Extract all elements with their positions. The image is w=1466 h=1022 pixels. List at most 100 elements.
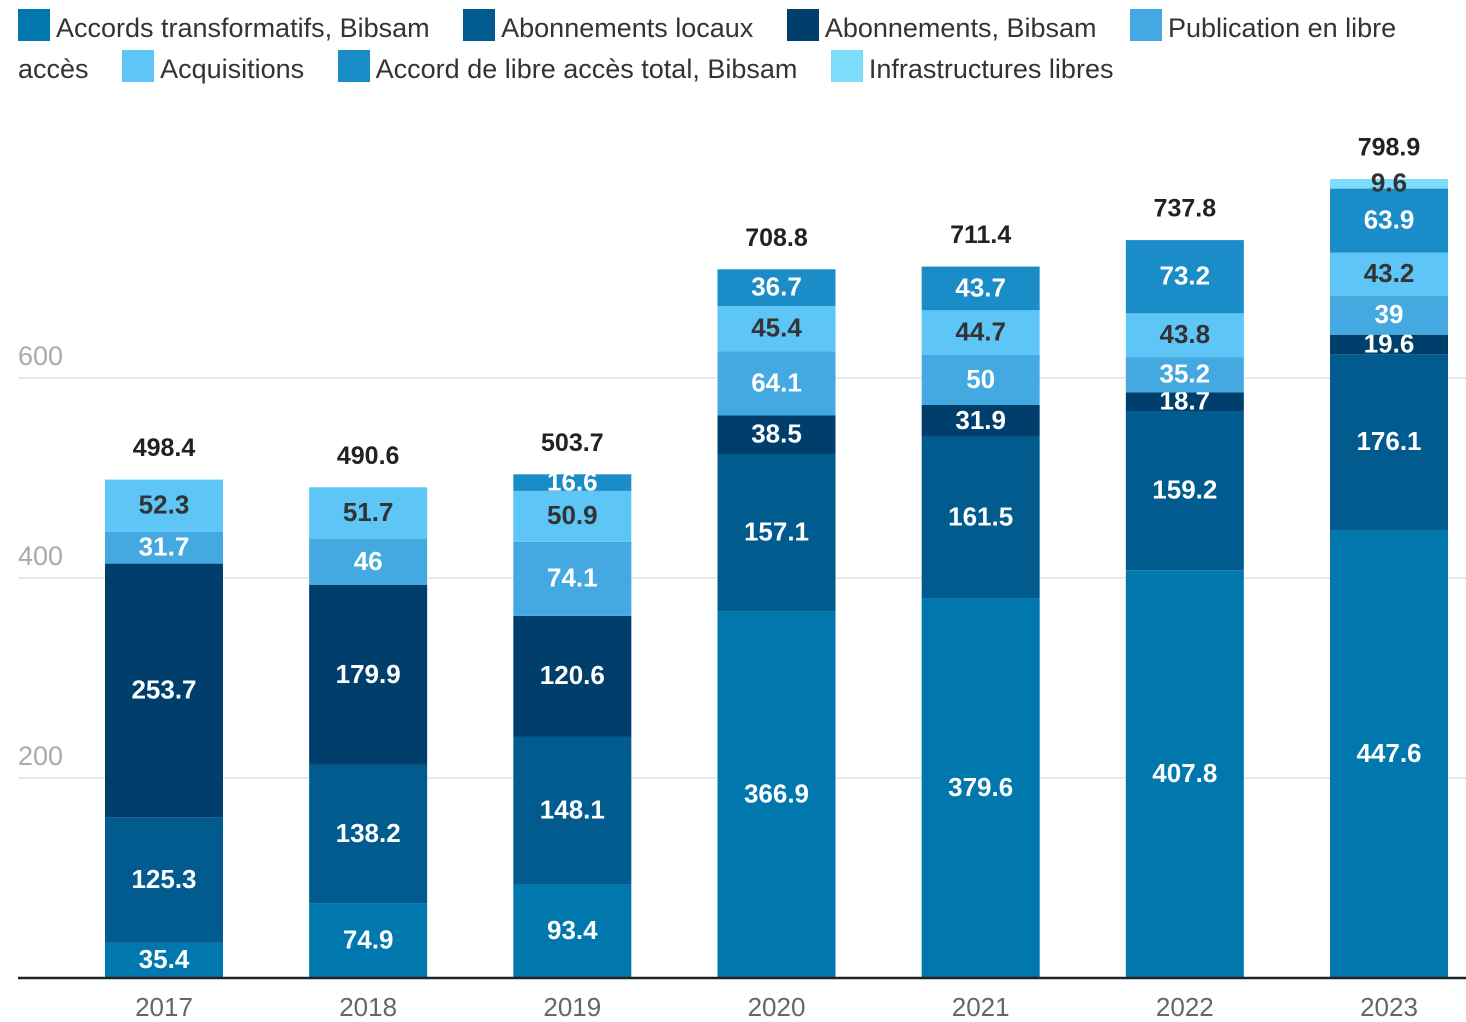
- value-label: 50: [966, 364, 995, 394]
- bar-segment: [104, 817, 223, 943]
- value-label: 93.4: [547, 915, 598, 945]
- bar-segment: [104, 942, 223, 978]
- legend: Accords transformatifs, Bibsam Abonnemen…: [18, 8, 1458, 90]
- value-label: 157.1: [744, 516, 809, 546]
- value-label: 9.6: [1371, 168, 1407, 198]
- value-label: 63.9: [1364, 204, 1415, 234]
- value-label: 44.7: [955, 317, 1006, 347]
- bar-segment: [1330, 252, 1449, 296]
- legend-label: Infrastructures libres: [868, 54, 1114, 84]
- value-label: 52.3: [139, 490, 190, 520]
- value-label: 253.7: [131, 674, 196, 704]
- total-label: 490.6: [337, 442, 400, 470]
- bar-segment: [513, 541, 632, 616]
- value-label: 50.9: [547, 500, 598, 530]
- legend-label: Abonnements locaux: [501, 13, 754, 43]
- bar-segment: [104, 479, 223, 532]
- legend-swatch: [786, 9, 819, 41]
- value-label: 161.5: [948, 502, 1013, 532]
- legend-swatch: [1130, 9, 1162, 41]
- total-label: 711.4: [950, 221, 1011, 249]
- bar-segment: [309, 764, 428, 904]
- bar-segment: [921, 310, 1040, 355]
- value-label: 73.2: [1160, 261, 1211, 291]
- value-label: 31.9: [955, 405, 1006, 435]
- bar-segment: [104, 563, 223, 818]
- bar-segment: [921, 598, 1040, 978]
- value-label: 176.1: [1356, 426, 1421, 456]
- value-label: 43.8: [1160, 319, 1211, 349]
- value-label: 16.6: [547, 466, 598, 496]
- bar-segment: [921, 266, 1040, 311]
- bar-segment: [513, 615, 632, 737]
- x-tick-label: 2020: [748, 992, 806, 1022]
- legend-item: Infrastructures libres: [830, 50, 1114, 84]
- value-label: 39: [1375, 299, 1404, 329]
- value-label: 179.9: [336, 659, 401, 689]
- legend-item: Abonnements, Bibsam: [786, 9, 1097, 43]
- bar-segment: [1330, 188, 1449, 253]
- bar-segment: [717, 454, 836, 612]
- bar-segment: [1125, 411, 1244, 571]
- legend-item: Abonnements locaux: [463, 9, 754, 43]
- bar-segment: [1330, 334, 1449, 355]
- x-tick-label: 2021: [952, 992, 1010, 1022]
- bar-segment: [1330, 295, 1449, 335]
- legend-item: Accords transformatifs, Bibsam: [18, 9, 430, 43]
- value-label: 407.8: [1152, 758, 1217, 788]
- bar-segment: [104, 531, 223, 564]
- legend-label: Accords transformatifs, Bibsam: [56, 13, 430, 43]
- bar-segment: [309, 539, 428, 585]
- value-label: 51.7: [343, 497, 394, 527]
- bar-segment: [1330, 530, 1449, 978]
- bar-segment: [1125, 357, 1244, 393]
- value-label: 159.2: [1152, 474, 1217, 504]
- legend-label: Accord de libre accès total, Bibsam: [375, 54, 798, 84]
- bar-segment: [309, 487, 428, 539]
- legend-swatch: [337, 50, 370, 82]
- value-label: 125.3: [131, 864, 196, 894]
- total-label: 737.8: [1154, 195, 1217, 223]
- bar-segment: [309, 585, 428, 765]
- value-label: 379.6: [948, 772, 1013, 802]
- x-tick-label: 2022: [1156, 992, 1214, 1022]
- value-label: 36.7: [751, 272, 802, 302]
- legend-swatch: [18, 9, 50, 41]
- total-label: 798.9: [1358, 134, 1421, 162]
- legend-label: Abonnements, Bibsam: [824, 13, 1097, 43]
- bar-segment: [717, 351, 836, 416]
- x-tick-label: 2023: [1360, 992, 1418, 1022]
- legend-item: Publication en libre accès: [18, 9, 1396, 84]
- legend-item: Accord de libre accès total, Bibsam: [337, 50, 798, 84]
- value-label: 46: [354, 546, 383, 576]
- value-label: 120.6: [540, 660, 605, 690]
- x-tick-label: 2019: [543, 992, 601, 1022]
- y-tick-label: 200: [18, 741, 63, 771]
- bar-segment: [717, 611, 836, 978]
- bar-segment: [717, 269, 836, 306]
- value-label: 366.9: [744, 778, 809, 808]
- bar-segment: [1125, 570, 1244, 978]
- y-tick-label: 400: [18, 541, 63, 571]
- legend-item: Acquisitions: [122, 50, 305, 84]
- bar-segment: [1330, 179, 1449, 189]
- bar-segment: [513, 736, 632, 885]
- value-label: 447.6: [1356, 738, 1421, 768]
- value-label: 35.4: [139, 944, 190, 974]
- bar-segment: [921, 355, 1040, 405]
- bar-segment: [1125, 240, 1244, 314]
- value-label: 43.2: [1364, 258, 1415, 288]
- bar-segment: [309, 903, 428, 978]
- x-tick-label: 2018: [339, 992, 397, 1022]
- legend-swatch: [463, 9, 496, 41]
- bar-segment: [1125, 313, 1244, 358]
- legend-label: Acquisitions: [160, 54, 305, 84]
- total-label: 708.8: [745, 224, 808, 252]
- value-label: 64.1: [751, 367, 802, 397]
- bar-segment: [717, 306, 836, 352]
- value-label: 35.2: [1160, 359, 1211, 389]
- bar-segment: [513, 474, 632, 491]
- y-tick-label: 600: [18, 341, 63, 371]
